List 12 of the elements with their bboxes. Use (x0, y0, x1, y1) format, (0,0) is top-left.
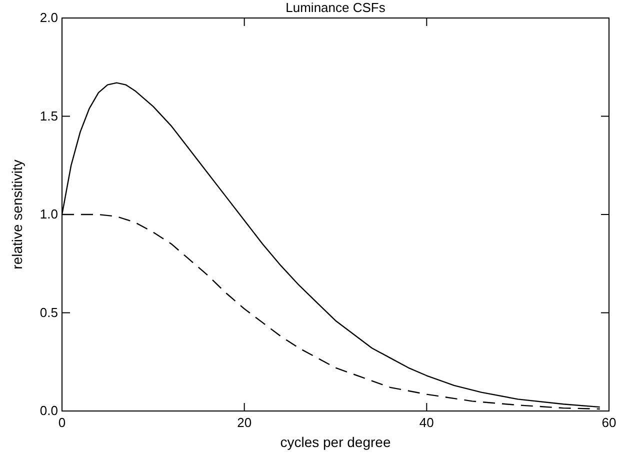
y-tick-label: 2.0 (40, 10, 58, 25)
y-tick-label: 0.5 (40, 304, 58, 320)
x-tick-label: 20 (237, 415, 252, 430)
y-tick-label: 1.0 (40, 206, 58, 222)
y-tick-label: 1.5 (40, 108, 58, 124)
y-axis-title: relative sensitivity (9, 160, 25, 270)
x-tick-label: 40 (419, 415, 434, 430)
x-tick-label: 0 (58, 415, 66, 430)
x-axis-title: cycles per degree (280, 434, 391, 450)
chart-title: Luminance CSFs (286, 0, 386, 15)
y-tick-label: 0.0 (40, 403, 58, 418)
x-tick-label: 60 (602, 415, 616, 430)
